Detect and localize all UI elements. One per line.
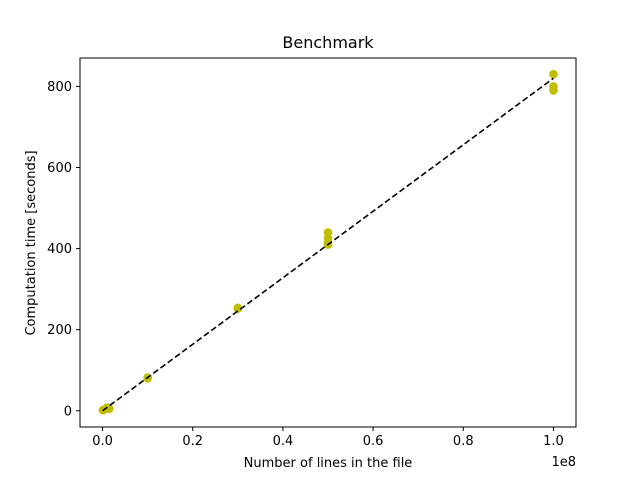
x-tick-label: 0.4	[273, 434, 294, 449]
plot-area	[98, 69, 558, 415]
x-tick-label: 0.6	[363, 434, 384, 449]
y-tick-label: 200	[47, 323, 72, 338]
data-point	[323, 228, 333, 237]
axes: 0.0 0.2 0.4 0.6 0.8 1.0 0 200 400 600 800	[47, 57, 577, 449]
y-tick-label: 600	[47, 161, 72, 176]
chart-title: Benchmark	[282, 33, 374, 52]
x-tick-label: 0.2	[182, 434, 203, 449]
x-axis-offset-label: 1e8	[551, 455, 576, 470]
x-tick-label: 0.0	[92, 434, 113, 449]
y-axis-title: Computation time [seconds]	[24, 150, 39, 335]
fit-line	[102, 77, 554, 412]
y-tick-label: 800	[47, 80, 72, 95]
data-point	[549, 69, 558, 79]
data-point	[323, 238, 333, 247]
y-tick-label: 0	[64, 404, 72, 419]
x-tick-label: 0.8	[453, 434, 474, 449]
plot-frame	[79, 57, 577, 428]
y-tick-label: 400	[47, 242, 72, 257]
data-point	[105, 404, 114, 414]
data-point	[549, 86, 558, 95]
data-point	[233, 303, 243, 313]
x-axis-title: Number of lines in the file	[244, 456, 413, 471]
x-tick-label: 1.0	[543, 434, 564, 449]
